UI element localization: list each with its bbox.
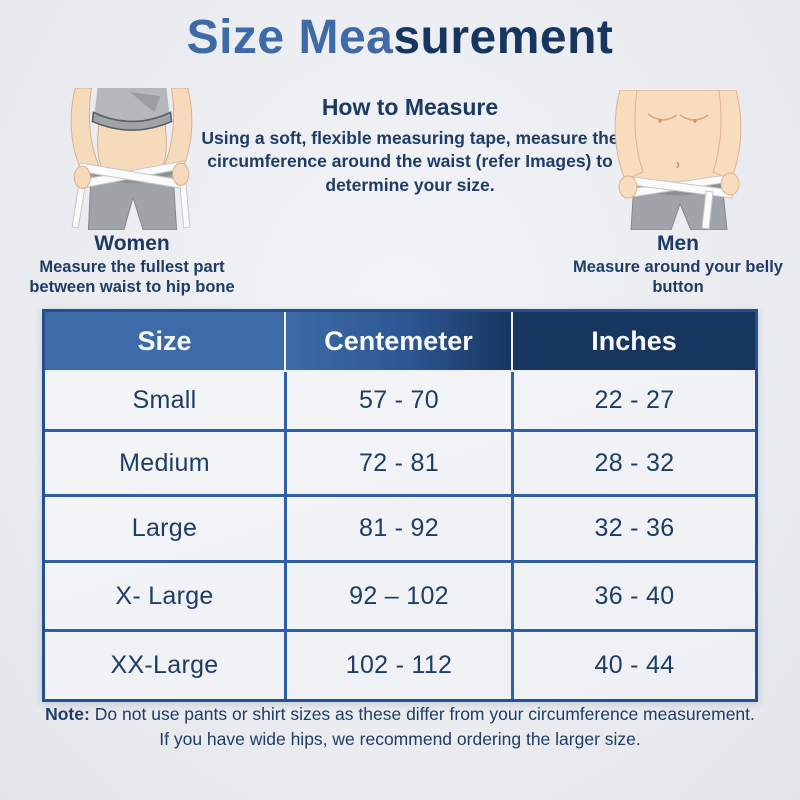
men-label: Men bbox=[657, 232, 699, 255]
women-label: Women bbox=[94, 232, 170, 255]
page-title: Size Measurement bbox=[0, 10, 800, 65]
women-figure-icon bbox=[70, 88, 193, 230]
size-table-row-medium: Medium 72 - 81 28 - 32 bbox=[45, 429, 755, 494]
women-caption: Measure the fullest part between waist t… bbox=[29, 258, 235, 297]
inches-cell: 32 - 36 bbox=[511, 497, 755, 560]
size-table-header-inches: Inches bbox=[511, 312, 755, 370]
inches-cell: 28 - 32 bbox=[511, 432, 755, 494]
centimeter-cell: 57 - 70 bbox=[284, 372, 511, 429]
how-to-measure-heading: How to Measure bbox=[321, 94, 499, 120]
page-title-secondary: surement bbox=[393, 11, 614, 64]
note-body: Do not use pants or shirt sizes as these… bbox=[94, 704, 755, 750]
inches-cell: 36 - 40 bbox=[511, 563, 755, 629]
inches-cell: 40 - 44 bbox=[511, 632, 755, 699]
size-cell: Medium bbox=[119, 448, 210, 477]
size-table-row-xxlarge: XX-Large 102 - 112 40 - 44 bbox=[45, 629, 755, 699]
size-table-row-small: Small 57 - 70 22 - 27 bbox=[45, 372, 755, 429]
how-to-measure-body: Using a soft, flexible measuring tape, m… bbox=[201, 128, 619, 195]
note-label: Note: bbox=[45, 704, 90, 724]
size-cell: Large bbox=[131, 514, 198, 542]
size-table-header-row: Size Centemeter Inches bbox=[45, 312, 755, 372]
centimeter-cell: 81 - 92 bbox=[284, 497, 511, 560]
size-table-header-centimeter: Centemeter bbox=[284, 312, 511, 370]
note-text: Note: Do not use pants or shirt sizes as … bbox=[42, 702, 758, 753]
centimeter-cell: 92 – 102 bbox=[284, 563, 511, 629]
size-cell: X- Large bbox=[115, 581, 214, 610]
size-table-row-xlarge: X- Large 92 – 102 36 - 40 bbox=[45, 560, 755, 629]
size-table-header-size: Size bbox=[45, 312, 284, 370]
size-cell: XX-Large bbox=[110, 651, 219, 679]
size-table: Size Centemeter Inches Small 57 - 70 22 … bbox=[42, 309, 758, 702]
size-table-row-large: Large 81 - 92 32 - 36 bbox=[45, 494, 755, 560]
size-cell: Small bbox=[132, 386, 197, 414]
women-figure-block: Women Measure the fullest part between w… bbox=[6, 88, 258, 297]
men-figure-icon bbox=[614, 90, 742, 230]
men-caption: Measure around your belly button bbox=[573, 258, 783, 297]
centimeter-cell: 102 - 112 bbox=[284, 632, 511, 699]
page-title-primary: Size Mea bbox=[186, 11, 394, 64]
inches-cell: 22 - 27 bbox=[511, 372, 755, 429]
men-figure-block: Men Measure around your belly button bbox=[556, 90, 800, 297]
centimeter-cell: 72 - 81 bbox=[284, 432, 511, 494]
how-to-measure-section: How to Measure Using a soft, flexible me… bbox=[190, 94, 630, 197]
